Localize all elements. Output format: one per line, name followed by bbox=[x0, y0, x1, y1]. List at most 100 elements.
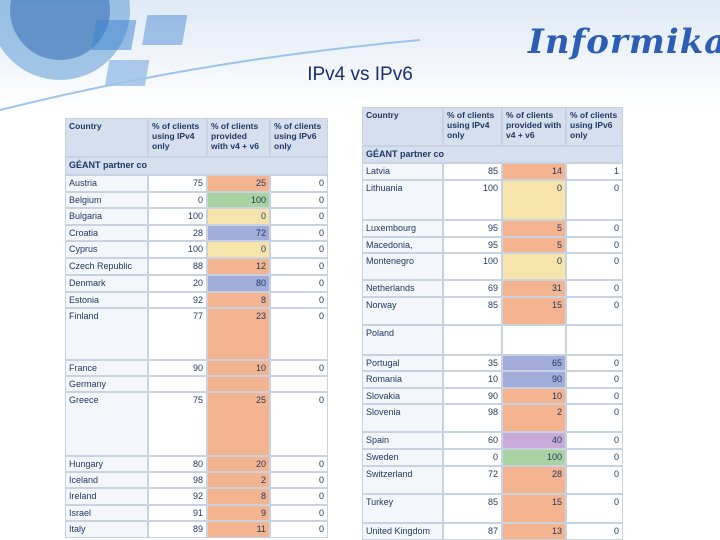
country-cell: Montenegro bbox=[362, 253, 443, 280]
column-header: % of clients using IPv6 only bbox=[566, 107, 623, 146]
value-cell: 35 bbox=[443, 355, 502, 371]
country-cell: Luxembourg bbox=[362, 220, 443, 237]
country-cell: Czech Republic bbox=[65, 258, 148, 275]
value-cell: 28 bbox=[502, 466, 566, 494]
value-cell bbox=[566, 325, 623, 355]
value-cell: 60 bbox=[443, 432, 502, 449]
country-cell: Finland bbox=[65, 308, 148, 360]
value-cell: 0 bbox=[566, 404, 623, 432]
value-cell: 0 bbox=[566, 494, 623, 523]
value-cell: 100 bbox=[148, 241, 207, 258]
value-cell bbox=[502, 325, 566, 355]
value-cell: 0 bbox=[270, 258, 328, 275]
value-cell: 15 bbox=[502, 494, 566, 523]
value-cell: 10 bbox=[502, 388, 566, 404]
value-cell: 1 bbox=[566, 163, 623, 180]
value-cell: 10 bbox=[443, 371, 502, 388]
value-cell: 23 bbox=[207, 308, 270, 360]
value-cell bbox=[443, 325, 502, 355]
value-cell: 98 bbox=[443, 404, 502, 432]
column-header: Country bbox=[362, 107, 443, 146]
value-cell: 100 bbox=[443, 180, 502, 220]
value-cell: 14 bbox=[502, 163, 566, 180]
value-cell: 25 bbox=[207, 175, 270, 192]
value-cell: 0 bbox=[566, 355, 623, 371]
country-cell: Bulgaria bbox=[65, 208, 148, 225]
value-cell: 75 bbox=[148, 392, 207, 456]
value-cell: 100 bbox=[148, 208, 207, 225]
country-cell: Macedonia, FYRO bbox=[362, 237, 443, 253]
value-cell: 0 bbox=[566, 253, 623, 280]
value-cell: 2 bbox=[502, 404, 566, 432]
country-cell: Israel bbox=[65, 505, 148, 521]
country-cell: Turkey bbox=[362, 494, 443, 523]
value-cell: 77 bbox=[148, 308, 207, 360]
value-cell: 0 bbox=[270, 392, 328, 456]
value-cell: 80 bbox=[207, 275, 270, 292]
value-cell bbox=[207, 376, 270, 392]
value-cell: 0 bbox=[270, 208, 328, 225]
value-cell: 0 bbox=[270, 225, 328, 241]
column-header: Country bbox=[65, 118, 148, 157]
value-cell: 91 bbox=[148, 505, 207, 521]
value-cell: 85 bbox=[443, 163, 502, 180]
value-cell: 0 bbox=[270, 521, 328, 538]
value-cell: 75 bbox=[148, 175, 207, 192]
value-cell: 40 bbox=[502, 432, 566, 449]
logo: Informika bbox=[528, 22, 720, 62]
value-cell: 0 bbox=[270, 472, 328, 488]
country-cell: Cyprus bbox=[65, 241, 148, 258]
value-cell: 0 bbox=[566, 180, 623, 220]
value-cell: 80 bbox=[148, 456, 207, 472]
value-cell: 5 bbox=[502, 220, 566, 237]
value-cell: 0 bbox=[566, 237, 623, 253]
value-cell: 100 bbox=[502, 449, 566, 466]
country-cell: Belgium bbox=[65, 192, 148, 208]
value-cell: 0 bbox=[502, 253, 566, 280]
country-cell: Poland bbox=[362, 325, 443, 355]
value-cell: 88 bbox=[148, 258, 207, 275]
country-cell: Switzerland bbox=[362, 466, 443, 494]
country-cell: United Kingdom bbox=[362, 523, 443, 540]
value-cell: 0 bbox=[270, 292, 328, 308]
column-header: % of clients provided with v4 + v6 bbox=[207, 118, 270, 157]
value-cell: 2 bbox=[207, 472, 270, 488]
country-cell: Latvia bbox=[362, 163, 443, 180]
value-cell: 8 bbox=[207, 488, 270, 505]
value-cell: 0 bbox=[270, 192, 328, 208]
value-cell: 85 bbox=[443, 494, 502, 523]
value-cell bbox=[148, 376, 207, 392]
country-cell: Croatia bbox=[65, 225, 148, 241]
value-cell: 25 bbox=[207, 392, 270, 456]
value-cell: 5 bbox=[502, 237, 566, 253]
value-cell: 12 bbox=[207, 258, 270, 275]
column-header: % of clients using IPv4 only bbox=[148, 118, 207, 157]
value-cell: 90 bbox=[443, 388, 502, 404]
value-cell: 95 bbox=[443, 237, 502, 253]
value-cell: 90 bbox=[502, 371, 566, 388]
value-cell: 0 bbox=[270, 488, 328, 505]
country-cell: Norway bbox=[362, 297, 443, 325]
country-cell: Greece bbox=[65, 392, 148, 456]
value-cell: 0 bbox=[566, 280, 623, 297]
column-header: % of clients provided with v4 + v6 bbox=[502, 107, 566, 146]
value-cell: 0 bbox=[566, 371, 623, 388]
country-cell: Germany bbox=[65, 376, 148, 392]
value-cell: 0 bbox=[566, 466, 623, 494]
country-cell: Hungary bbox=[65, 456, 148, 472]
country-cell: Slovakia bbox=[362, 388, 443, 404]
value-cell bbox=[270, 376, 328, 392]
value-cell: 72 bbox=[443, 466, 502, 494]
country-cell: Spain bbox=[362, 432, 443, 449]
country-cell: Sweden bbox=[362, 449, 443, 466]
value-cell: 20 bbox=[148, 275, 207, 292]
value-cell: 28 bbox=[148, 225, 207, 241]
value-cell: 0 bbox=[566, 523, 623, 540]
value-cell: 20 bbox=[207, 456, 270, 472]
value-cell: 95 bbox=[443, 220, 502, 237]
country-cell: Slovenia bbox=[362, 404, 443, 432]
value-cell: 85 bbox=[443, 297, 502, 325]
value-cell: 92 bbox=[148, 292, 207, 308]
value-cell: 15 bbox=[502, 297, 566, 325]
